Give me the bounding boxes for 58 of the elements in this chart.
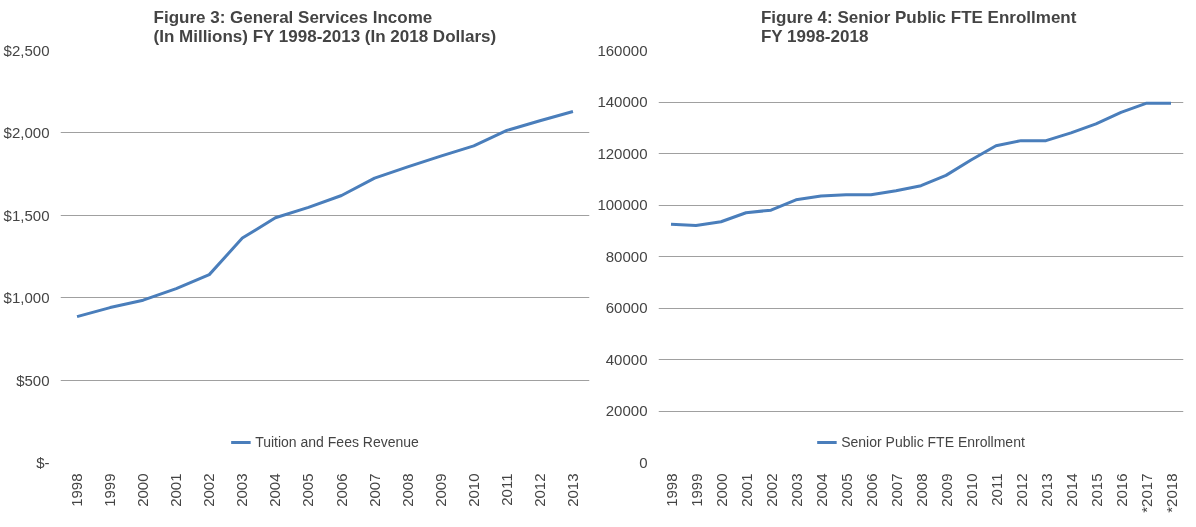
y-tick-label: $2,000 xyxy=(3,124,50,142)
y-tick-label: 40000 xyxy=(605,350,648,368)
y-tick-label: 80000 xyxy=(605,247,648,265)
x-tick-label: 2013 xyxy=(563,473,581,507)
x-tick-label: 2006 xyxy=(332,473,350,507)
x-tick-label: 2000 xyxy=(712,473,730,507)
x-tick-label: 2004 xyxy=(266,473,284,507)
x-tick-label: 2008 xyxy=(398,473,416,507)
x-tick-label: 2007 xyxy=(365,473,383,507)
x-tick-label: 1998 xyxy=(68,473,86,507)
y-tick-label: 100000 xyxy=(597,196,648,213)
x-tick-label: 2001 xyxy=(167,473,185,507)
x-tick-label: 2004 xyxy=(812,473,830,507)
x-tick-label: 2001 xyxy=(737,473,755,507)
x-tick-label: 2013 xyxy=(1037,473,1055,507)
y-tick-label: 60000 xyxy=(605,299,648,316)
x-tick-label: 2011 xyxy=(497,473,515,506)
x-tick-label: *2018 xyxy=(1162,473,1180,513)
x-tick-label: 2005 xyxy=(299,473,317,507)
x-tick-label: 2012 xyxy=(1012,473,1030,507)
x-tick-label: 2000 xyxy=(134,473,152,507)
x-tick-label: 1998 xyxy=(662,473,680,507)
x-tick-label: 2012 xyxy=(530,473,548,507)
y-tick-label: 0 xyxy=(639,453,648,471)
legend-label: Tuition and Fees Revenue xyxy=(255,434,419,450)
legend-label: Senior Public FTE Enrollment xyxy=(841,434,1025,450)
x-tick-label: 2010 xyxy=(962,473,980,507)
y-tick-label: $2,500 xyxy=(3,42,50,59)
x-tick-label: 1999 xyxy=(687,473,705,507)
y-tick-label: $500 xyxy=(16,371,50,389)
x-tick-label: 2011 xyxy=(987,473,1005,506)
x-tick-label: *2017 xyxy=(1137,473,1155,513)
x-tick-label: 2009 xyxy=(431,473,449,507)
y-tick-label: $- xyxy=(36,454,50,471)
x-tick-label: 2002 xyxy=(762,473,780,507)
x-tick-label: 2010 xyxy=(464,473,482,507)
x-tick-label: 2016 xyxy=(1112,473,1130,507)
line-series xyxy=(669,101,1173,228)
y-tick-label: 120000 xyxy=(597,144,648,162)
x-tick-label: 2005 xyxy=(837,473,855,507)
x-tick-label: 2009 xyxy=(937,473,955,507)
x-tick-label: 2007 xyxy=(887,473,905,507)
x-tick-label: 1999 xyxy=(101,473,119,507)
x-tick-label: 2008 xyxy=(912,473,930,507)
chart-title: Figure 3: General Services Income (In Millions) FY 1998-2013 (In 2018 Dollars) xyxy=(153,7,497,46)
x-tick-label: 2002 xyxy=(200,473,218,507)
line-series xyxy=(75,109,575,319)
x-tick-label: 2003 xyxy=(787,473,805,507)
x-tick-label: 2015 xyxy=(1087,473,1105,507)
y-tick-label: 140000 xyxy=(597,93,648,110)
y-tick-label: 160000 xyxy=(597,41,648,59)
x-tick-label: 2003 xyxy=(233,473,251,507)
y-tick-label: 20000 xyxy=(605,402,648,419)
y-tick-label: $1,000 xyxy=(3,289,50,307)
x-tick-label: 2006 xyxy=(862,473,880,507)
chart-title: Figure 4: Senior Public FTE Enrollment FY 1998-2018 xyxy=(760,7,1077,46)
y-tick-label: $1,500 xyxy=(3,206,50,224)
x-tick-label: 2014 xyxy=(1062,473,1080,507)
